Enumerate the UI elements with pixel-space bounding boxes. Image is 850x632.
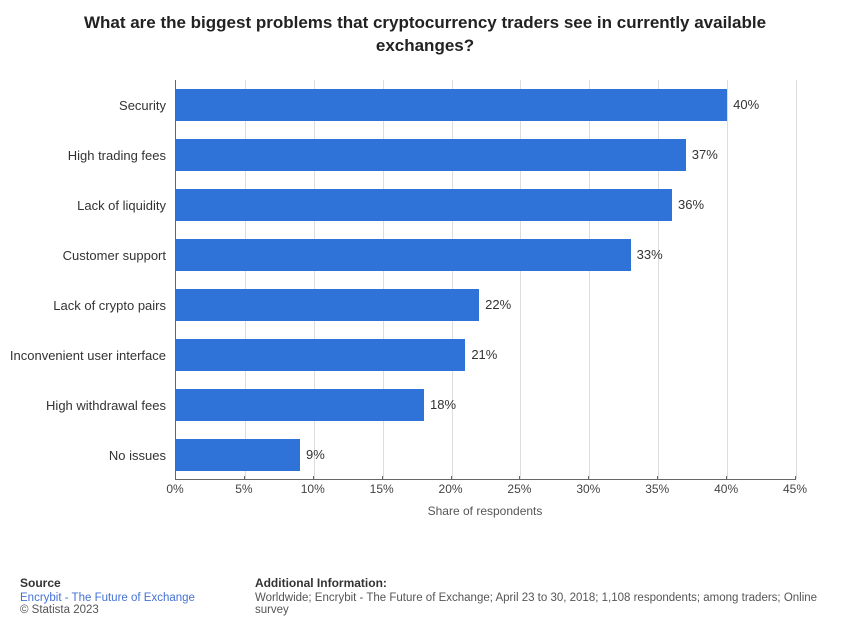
category-label: Inconvenient user interface xyxy=(6,330,176,380)
bar-value-label: 37% xyxy=(686,139,718,171)
chart-title: What are the biggest problems that crypt… xyxy=(0,0,850,66)
x-tick-label: 35% xyxy=(637,482,677,496)
bar-row: Customer support33% xyxy=(176,230,795,280)
bar-value-label: 36% xyxy=(672,189,704,221)
plot-region: Security40%High trading fees37%Lack of l… xyxy=(175,80,795,480)
bar-row: High withdrawal fees18% xyxy=(176,380,795,430)
bar xyxy=(176,289,479,321)
x-tick-label: 40% xyxy=(706,482,746,496)
bar-value-label: 9% xyxy=(300,439,325,471)
x-tick-label: 0% xyxy=(155,482,195,496)
chart-footer: Source Encrybit - The Future of Exchange… xyxy=(20,576,830,616)
bar xyxy=(176,239,631,271)
x-tick-label: 5% xyxy=(224,482,264,496)
gridline xyxy=(796,80,797,479)
category-label: Customer support xyxy=(6,230,176,280)
bar xyxy=(176,189,672,221)
source-column: Source Encrybit - The Future of Exchange… xyxy=(20,576,195,616)
chart-area: Security40%High trading fees37%Lack of l… xyxy=(175,80,795,510)
bar-value-label: 33% xyxy=(631,239,663,271)
category-label: Lack of liquidity xyxy=(6,180,176,230)
x-axis-label: Share of respondents xyxy=(175,504,795,518)
x-tick-label: 25% xyxy=(499,482,539,496)
category-label: No issues xyxy=(6,430,176,480)
bar-row: Security40% xyxy=(176,80,795,130)
bar-row: Inconvenient user interface21% xyxy=(176,330,795,380)
bar-value-label: 40% xyxy=(727,89,759,121)
bar-value-label: 18% xyxy=(424,389,456,421)
x-tick-label: 45% xyxy=(775,482,815,496)
bar xyxy=(176,139,686,171)
category-label: Security xyxy=(6,80,176,130)
copyright-text: © Statista 2023 xyxy=(20,604,195,616)
source-name: Encrybit - The Future of Exchange xyxy=(20,592,195,604)
info-text: Worldwide; Encrybit - The Future of Exch… xyxy=(255,592,830,616)
info-column: Additional Information: Worldwide; Encry… xyxy=(255,576,830,616)
info-heading: Additional Information: xyxy=(255,576,830,590)
bar-value-label: 22% xyxy=(479,289,511,321)
bar xyxy=(176,439,300,471)
bar-value-label: 21% xyxy=(465,339,497,371)
source-heading: Source xyxy=(20,576,195,590)
bar xyxy=(176,89,727,121)
bar xyxy=(176,339,465,371)
x-tick-label: 20% xyxy=(431,482,471,496)
bar-row: No issues9% xyxy=(176,430,795,480)
x-tick-label: 30% xyxy=(568,482,608,496)
category-label: Lack of crypto pairs xyxy=(6,280,176,330)
bar xyxy=(176,389,424,421)
bar-row: Lack of crypto pairs22% xyxy=(176,280,795,330)
bar-row: Lack of liquidity36% xyxy=(176,180,795,230)
bar-row: High trading fees37% xyxy=(176,130,795,180)
x-tick-label: 10% xyxy=(293,482,333,496)
x-tick-label: 15% xyxy=(362,482,402,496)
category-label: High withdrawal fees xyxy=(6,380,176,430)
category-label: High trading fees xyxy=(6,130,176,180)
